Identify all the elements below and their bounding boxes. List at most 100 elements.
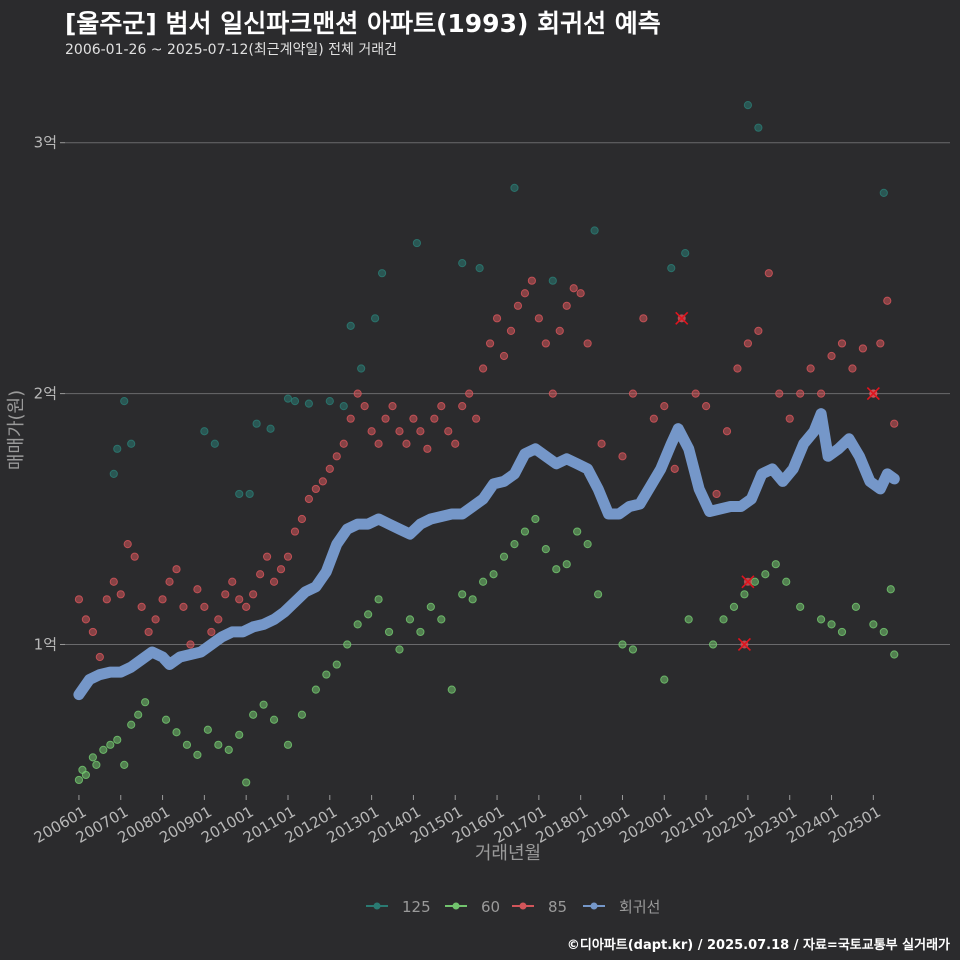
point-85 — [660, 402, 669, 411]
point-85 — [81, 615, 91, 624]
point-85 — [311, 484, 320, 494]
point-60 — [141, 698, 150, 707]
point-85 — [499, 351, 509, 361]
point-60 — [531, 514, 540, 524]
point-60 — [214, 740, 223, 749]
legend: 125 60 85 회귀선 — [366, 898, 660, 916]
point-85 — [137, 602, 146, 611]
point-125 — [290, 397, 300, 406]
point-85 — [883, 296, 892, 305]
point-60 — [740, 590, 749, 599]
point-60 — [249, 710, 258, 719]
point-85 — [144, 627, 153, 637]
point-125 — [377, 269, 387, 278]
legend-dot — [519, 902, 527, 910]
point-60 — [796, 602, 805, 611]
legend-label: 125 — [402, 898, 431, 916]
regression-line — [73, 408, 900, 701]
point-60 — [405, 615, 415, 624]
point-85 — [179, 602, 188, 611]
point-85 — [576, 289, 585, 298]
point-60 — [510, 540, 519, 549]
point-85 — [395, 427, 404, 436]
point-85 — [712, 489, 721, 499]
highlight-marker — [675, 311, 689, 325]
point-60 — [395, 645, 404, 654]
point-85 — [444, 427, 453, 436]
point-125 — [754, 123, 763, 132]
point-85 — [353, 389, 362, 398]
point-85 — [416, 427, 425, 436]
point-125 — [252, 419, 261, 428]
point-85 — [555, 326, 564, 335]
legend-label: 85 — [548, 898, 567, 916]
point-85 — [235, 595, 244, 604]
point-60 — [332, 660, 341, 669]
point-60 — [499, 552, 509, 561]
point-85 — [256, 570, 265, 579]
point-125 — [109, 469, 118, 478]
point-125 — [548, 276, 557, 285]
point-60 — [837, 627, 847, 637]
point-60 — [259, 700, 268, 709]
point-85 — [562, 301, 571, 310]
point-85 — [158, 595, 167, 604]
point-85 — [733, 364, 742, 373]
point-60 — [364, 610, 373, 619]
legend-dot — [452, 902, 460, 910]
point-60 — [879, 627, 888, 637]
point-85 — [360, 402, 369, 411]
point-85 — [465, 389, 474, 398]
point-60 — [851, 602, 861, 611]
point-85 — [506, 326, 516, 335]
point-60 — [628, 645, 638, 654]
point-85 — [130, 552, 139, 561]
point-60 — [489, 570, 498, 579]
point-60 — [384, 627, 394, 637]
point-85 — [381, 414, 390, 423]
regression-path — [73, 408, 900, 701]
point-60 — [113, 735, 122, 744]
point-85 — [816, 389, 826, 398]
point-125 — [743, 100, 753, 110]
point-85 — [374, 439, 383, 448]
point-85 — [858, 344, 867, 353]
highlight-marker — [866, 387, 880, 401]
chart-subtitle: 2006-01-26 ~ 2025-07-12(최근계약일) 전체 거래건 — [65, 42, 397, 58]
point-85 — [207, 627, 216, 637]
point-60 — [182, 740, 192, 749]
point-60 — [297, 710, 307, 719]
point-85 — [200, 602, 209, 611]
point-60 — [708, 640, 718, 649]
point-85 — [583, 339, 592, 348]
point-85 — [492, 314, 502, 323]
point-60 — [719, 615, 728, 624]
point-60 — [573, 527, 582, 536]
point-60 — [374, 595, 383, 604]
point-60 — [88, 753, 97, 762]
legend-item-85: 85 — [512, 898, 567, 916]
point-60 — [322, 670, 331, 679]
point-85 — [172, 565, 181, 574]
point-85 — [827, 351, 836, 361]
point-60 — [761, 570, 770, 579]
highlight-marker — [737, 637, 751, 652]
point-125 — [245, 489, 254, 499]
point-85 — [221, 590, 230, 599]
point-60 — [890, 650, 899, 659]
point-60 — [242, 778, 251, 787]
point-125 — [304, 399, 313, 408]
point-125 — [120, 397, 129, 406]
point-85 — [304, 494, 313, 504]
point-60 — [827, 620, 836, 629]
point-85 — [722, 427, 732, 436]
point-85 — [249, 590, 258, 599]
point-85 — [276, 565, 286, 574]
point-60 — [520, 527, 530, 536]
point-85 — [339, 439, 348, 448]
point-85 — [806, 364, 815, 373]
point-125 — [113, 444, 122, 453]
point-85 — [88, 627, 97, 637]
point-85 — [513, 301, 523, 310]
